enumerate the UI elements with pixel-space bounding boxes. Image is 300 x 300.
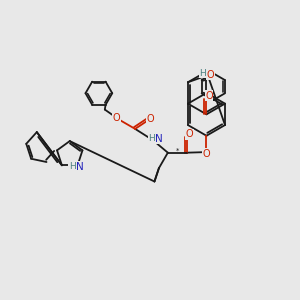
Text: O: O (186, 129, 193, 139)
Text: H: H (69, 162, 76, 171)
Text: N: N (155, 134, 163, 144)
Text: O: O (203, 148, 210, 159)
Text: *: * (176, 148, 179, 154)
Text: H: H (200, 68, 206, 77)
Text: H: H (148, 134, 155, 143)
Text: O: O (205, 91, 213, 101)
Text: O: O (113, 112, 121, 123)
Text: N: N (76, 162, 84, 172)
Text: O: O (147, 114, 154, 124)
Text: O: O (206, 70, 214, 80)
